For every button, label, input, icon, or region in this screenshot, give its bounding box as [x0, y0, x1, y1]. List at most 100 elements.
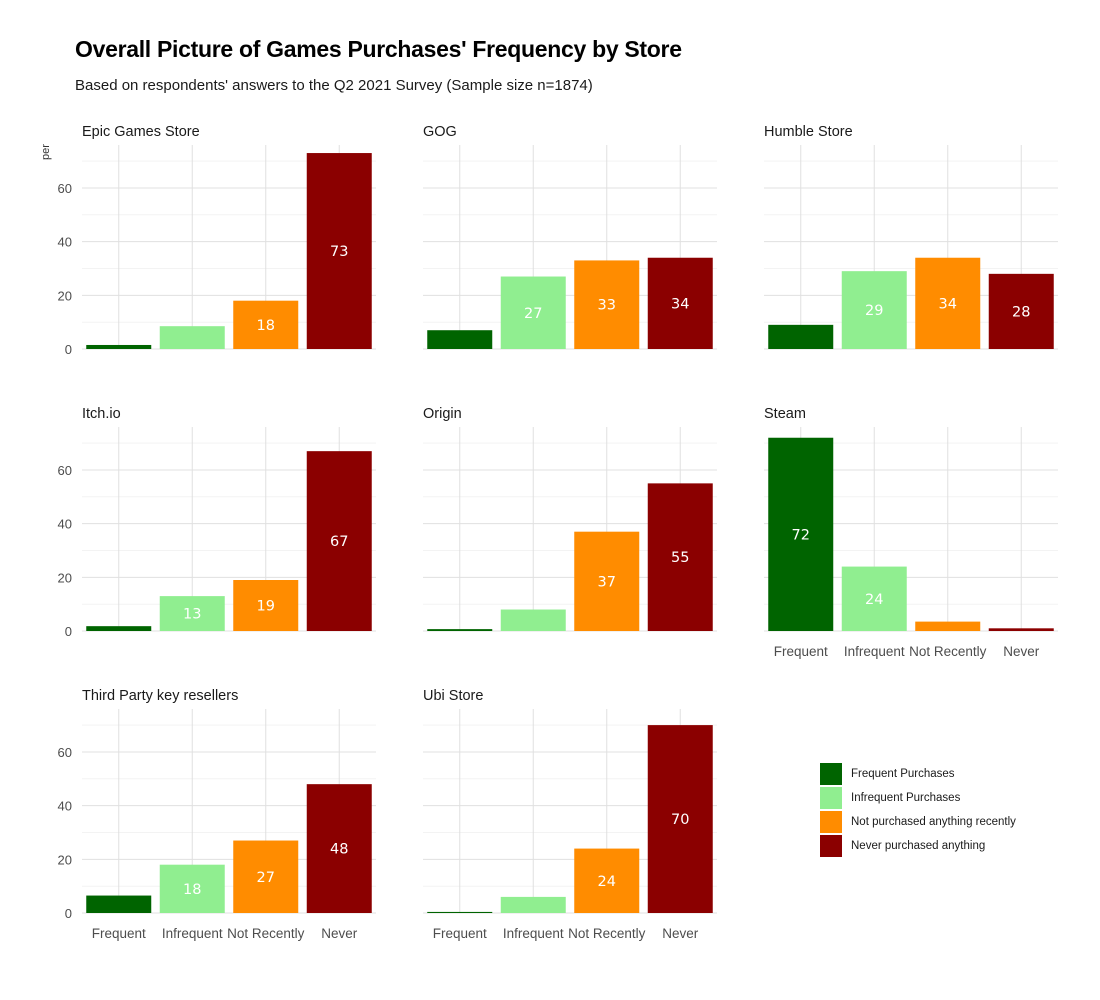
- bar-ubi-store-not-recently: [574, 848, 640, 913]
- bar-gog-frequent: [427, 330, 493, 349]
- legend-swatch-not-recently: [820, 811, 842, 833]
- panel-title-steam: Steam: [764, 406, 806, 422]
- data-label-steam: 24: [865, 592, 883, 608]
- x-tick-label: Never: [1003, 644, 1040, 659]
- bar-gog-not-recently: [574, 260, 640, 349]
- bar-humble-store-never: [988, 273, 1054, 349]
- x-tick-label: Infrequent: [503, 926, 564, 941]
- y-tick-label: 60: [58, 181, 72, 196]
- bar-itch-io-frequent: [86, 626, 152, 631]
- y-tick-label: 40: [58, 235, 72, 250]
- y-tick-label: 60: [58, 745, 72, 760]
- bar-ubi-store-never: [647, 725, 713, 913]
- y-tick-label: 20: [58, 852, 72, 867]
- bar-epic-games-store-infrequent: [159, 326, 225, 349]
- bar-itch-io-not-recently: [233, 580, 299, 631]
- data-label-third-party-key-resellers: 48: [330, 842, 348, 858]
- bar-gog-never: [647, 257, 713, 349]
- bar-third-party-key-resellers-not-recently: [233, 840, 299, 913]
- bar-ubi-store-infrequent: [500, 896, 566, 913]
- data-label-itch-io: 13: [183, 607, 201, 623]
- bar-origin-frequent: [427, 629, 493, 631]
- panel-title-origin: Origin: [423, 406, 462, 422]
- y-tick-label: 20: [58, 288, 72, 303]
- y-tick-label: 0: [65, 342, 72, 357]
- bar-epic-games-store-never: [306, 153, 372, 349]
- legend: Frequent Purchases Infrequent Purchases …: [820, 762, 1016, 858]
- legend-item-not-recently: Not purchased anything recently: [820, 810, 1016, 834]
- y-tick-label: 40: [58, 799, 72, 814]
- panel-title-third-party-key-resellers: Third Party key resellers: [82, 688, 238, 704]
- data-label-epic-games-store: 18: [257, 318, 275, 334]
- x-tick-label: Frequent: [92, 926, 146, 941]
- x-tick-label: Frequent: [774, 644, 828, 659]
- data-label-steam: 72: [792, 527, 810, 543]
- bar-ubi-store-frequent: [427, 911, 493, 913]
- x-tick-label: Infrequent: [844, 644, 905, 659]
- data-label-third-party-key-resellers: 18: [183, 882, 201, 898]
- x-tick-label: Never: [662, 926, 699, 941]
- x-tick-label: Not Recently: [568, 926, 646, 941]
- data-label-gog: 27: [524, 306, 542, 322]
- panel-title-epic-games-store: Epic Games Store: [82, 124, 200, 140]
- data-label-itch-io: 67: [330, 534, 348, 550]
- bar-third-party-key-resellers-infrequent: [159, 864, 225, 913]
- bar-humble-store-frequent: [768, 324, 834, 349]
- bar-origin-never: [647, 483, 713, 631]
- bar-itch-io-never: [306, 451, 372, 631]
- x-tick-label: Not Recently: [227, 926, 305, 941]
- legend-label-not-recently: Not purchased anything recently: [851, 816, 1016, 828]
- panel-title-humble-store: Humble Store: [764, 124, 853, 140]
- data-label-ubi-store: 70: [671, 812, 689, 828]
- y-tick-label: 60: [58, 463, 72, 478]
- y-tick-label: 0: [65, 624, 72, 639]
- legend-swatch-frequent: [820, 763, 842, 785]
- x-tick-label: Frequent: [433, 926, 487, 941]
- legend-label-never: Never purchased anything: [851, 840, 986, 852]
- panel-title-ubi-store: Ubi Store: [423, 688, 483, 704]
- y-axis-title: per: [40, 144, 52, 160]
- x-tick-label: Never: [321, 926, 358, 941]
- y-tick-label: 0: [65, 906, 72, 921]
- bar-steam-frequent: [768, 437, 834, 631]
- bar-third-party-key-resellers-frequent: [86, 895, 152, 913]
- data-label-origin: 55: [671, 550, 689, 566]
- data-label-gog: 33: [598, 298, 616, 314]
- x-tick-label: Not Recently: [909, 644, 987, 659]
- panel-title-itch-io: Itch.io: [82, 406, 121, 422]
- x-tick-label: Infrequent: [162, 926, 223, 941]
- legend-item-infrequent: Infrequent Purchases: [820, 786, 1016, 810]
- bar-gog-infrequent: [500, 276, 566, 349]
- panel-title-gog: GOG: [423, 124, 457, 140]
- bar-origin-not-recently: [574, 531, 640, 631]
- data-label-origin: 37: [598, 574, 616, 590]
- chart-subtitle: Based on respondents' answers to the Q2 …: [75, 77, 593, 94]
- y-tick-label: 40: [58, 517, 72, 532]
- bar-itch-io-infrequent: [159, 596, 225, 631]
- legend-item-frequent: Frequent Purchases: [820, 762, 1016, 786]
- data-label-ubi-store: 24: [598, 874, 616, 890]
- bar-humble-store-not-recently: [915, 257, 981, 349]
- data-label-humble-store: 29: [865, 303, 883, 319]
- bar-third-party-key-resellers-never: [306, 784, 372, 913]
- y-tick-label: 20: [58, 570, 72, 585]
- data-label-humble-store: 28: [1012, 304, 1030, 320]
- data-label-epic-games-store: 73: [330, 244, 348, 260]
- legend-item-never: Never purchased anything: [820, 834, 1016, 858]
- data-label-gog: 34: [671, 296, 689, 312]
- data-label-itch-io: 19: [257, 599, 275, 615]
- bar-steam-infrequent: [841, 566, 907, 631]
- bar-steam-not-recently: [915, 621, 981, 631]
- bar-humble-store-infrequent: [841, 271, 907, 349]
- data-label-humble-store: 34: [939, 296, 957, 312]
- bar-origin-infrequent: [500, 609, 566, 631]
- data-label-third-party-key-resellers: 27: [257, 870, 275, 886]
- bar-steam-never: [988, 628, 1054, 631]
- legend-label-infrequent: Infrequent Purchases: [851, 792, 961, 804]
- bar-epic-games-store-frequent: [86, 344, 152, 349]
- legend-label-frequent: Frequent Purchases: [851, 768, 955, 780]
- legend-swatch-never: [820, 835, 842, 857]
- chart-title: Overall Picture of Games Purchases' Freq…: [75, 36, 682, 62]
- bar-epic-games-store-not-recently: [233, 300, 299, 349]
